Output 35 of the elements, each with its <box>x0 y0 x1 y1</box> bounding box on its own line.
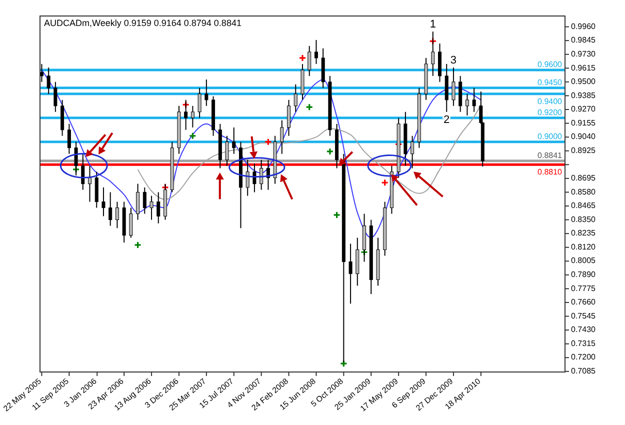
y-tick-label: 0.9270 <box>571 104 596 114</box>
y-tick-label: 0.7085 <box>571 366 596 376</box>
y-tick-label: 0.7200 <box>571 352 596 362</box>
annotation: 3 <box>450 54 457 67</box>
y-tick-label: 0.9385 <box>571 90 596 100</box>
y-tick-label: 0.7775 <box>571 284 596 293</box>
y-tick-label: 0.9040 <box>571 132 596 142</box>
ref-line-label: 0.9000 <box>538 132 563 141</box>
y-tick-label: 0.7545 <box>571 311 596 320</box>
ref-line-label: 0.8810 <box>538 168 563 177</box>
y-tick-label: 0.8465 <box>571 201 596 210</box>
y-tick-label: 0.8580 <box>571 187 596 196</box>
chart-title: AUDCADm,Weekly 0.9159 0.9164 0.8794 0.8841 <box>44 18 242 28</box>
y-tick-label: 0.7660 <box>571 298 596 307</box>
ref-line-label: 0.9200 <box>538 108 563 117</box>
y-tick-label: 0.7890 <box>571 270 596 280</box>
ref-line-label: 0.9600 <box>538 60 563 69</box>
y-tick-label: 0.8350 <box>571 214 596 224</box>
y-tick-label: 0.8235 <box>571 228 596 238</box>
y-tick-label: 0.9155 <box>571 118 596 128</box>
ref-line-label: 0.9450 <box>538 78 563 87</box>
y-tick-label: 0.7315 <box>571 338 596 348</box>
y-tick-label: 0.8120 <box>571 242 596 252</box>
annotation: 1 <box>430 18 436 31</box>
y-tick-label: 0.8925 <box>571 146 596 155</box>
y-tick-label: 0.9960 <box>571 22 596 31</box>
y-tick-label: 0.7430 <box>571 325 596 334</box>
y-tick-label: 0.9730 <box>571 49 596 58</box>
y-tick-label: 0.9500 <box>571 77 596 86</box>
y-tick-label: 0.8005 <box>571 256 596 266</box>
ref-line-label: 0.8841 <box>538 150 563 160</box>
y-tick-label: 0.9845 <box>571 36 596 45</box>
y-tick-label: 0.9615 <box>571 63 596 72</box>
y-tick-label: 0.8695 <box>571 174 596 183</box>
ref-line-label: 0.9400 <box>538 96 563 106</box>
